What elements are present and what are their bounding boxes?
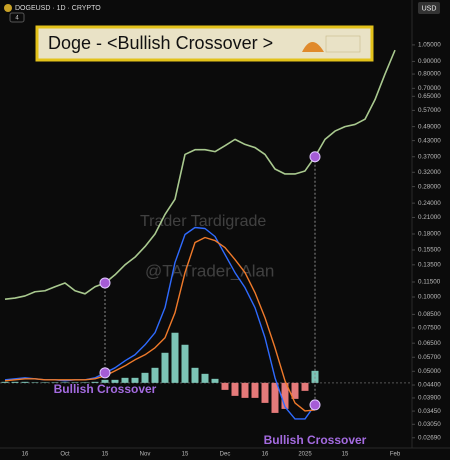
banner-logo-frame: [325, 35, 361, 53]
y-tick-label: 0.10000: [418, 294, 441, 301]
histogram-bar: [301, 382, 309, 391]
histogram-bar: [291, 382, 299, 399]
watermark: @TATrader_Alan: [145, 261, 274, 280]
histogram-bar: [281, 382, 289, 409]
y-tick-label: 0.08500: [418, 311, 441, 318]
histogram-bar: [121, 377, 129, 383]
y-tick-label: 0.03050: [418, 421, 441, 428]
y-tick-label: 0.03450: [418, 408, 441, 415]
x-tick-label: 16: [22, 452, 29, 458]
y-tick-label: 1.05000: [418, 42, 441, 49]
y-tick-label: 0.15500: [418, 247, 441, 254]
histogram-bar: [261, 382, 269, 403]
y-tick-label: 0.57000: [418, 107, 441, 114]
crossover-marker: [99, 367, 111, 379]
currency-badge[interactable]: [418, 2, 440, 14]
crossover-marker: [99, 277, 111, 289]
y-tick-label: 0.49000: [418, 123, 441, 130]
crossover-marker: [309, 399, 321, 411]
annotation: Bullish Crossover: [264, 433, 367, 447]
x-tick-label: 16: [262, 452, 269, 458]
y-tick-label: 0.21000: [418, 214, 441, 221]
banner-logo: [302, 42, 324, 52]
price-line: [4, 49, 396, 300]
y-tick-label: 0.28000: [418, 183, 441, 190]
y-tick-label: 0.13500: [418, 261, 441, 268]
histogram-bar: [81, 382, 89, 383]
histogram-bar: [91, 381, 99, 383]
histogram-bar: [131, 377, 139, 383]
y-tick-label: 0.02690: [418, 434, 441, 441]
y-tick-label: 0.80000: [418, 71, 441, 78]
y-tick-label: 0.32000: [418, 169, 441, 176]
symbol-label: DOGEUSD · 1D · CRYPTO: [15, 5, 101, 12]
histogram-bar: [41, 382, 49, 383]
histogram-bar: [271, 382, 279, 413]
x-tick-label: Oct: [60, 452, 70, 458]
histogram-bar: [71, 382, 79, 383]
histogram-bar: [201, 373, 209, 383]
histogram-bar: [111, 379, 119, 383]
y-tick-label: 0.24000: [418, 200, 441, 207]
histogram-bar: [101, 379, 109, 383]
y-tick-label: 0.06500: [418, 340, 441, 347]
y-tick-label: 0.03900: [418, 395, 441, 402]
annotation: Bullish Crossover: [54, 382, 157, 396]
banner-title: Doge - <Bullish Crossover >: [48, 33, 273, 53]
currency-label[interactable]: USD: [422, 5, 437, 12]
x-tick-label: Dec: [220, 452, 231, 458]
symbol-icon: [4, 4, 12, 12]
y-tick-label: 0.11500: [418, 279, 441, 286]
y-tick-label: 0.07500: [418, 325, 441, 332]
x-tick-label: Nov: [140, 452, 151, 458]
x-tick-label: 15: [182, 452, 189, 458]
histogram-bar: [241, 382, 249, 398]
y-tick-label: 0.18000: [418, 231, 441, 238]
x-tick-label: 15: [342, 452, 349, 458]
histogram-bar: [161, 352, 169, 383]
histogram-bar: [171, 332, 179, 383]
histogram-bar: [11, 381, 19, 383]
histogram-bar: [1, 381, 9, 383]
histogram-bar: [51, 382, 59, 383]
x-tick-label: 2025: [298, 452, 312, 458]
watermark: Trader Tardigrade: [140, 213, 266, 230]
y-tick-label: 0.37000: [418, 153, 441, 160]
x-tick-label: 15: [102, 452, 109, 458]
histogram-bar: [31, 382, 39, 383]
indicator-count[interactable]: 4: [15, 16, 19, 22]
y-tick-label: 0.43000: [418, 137, 441, 144]
histogram-bar: [151, 367, 159, 383]
y-tick-label: 0.04400: [418, 382, 441, 389]
histogram-bar: [61, 382, 69, 383]
y-tick-label: 0.70000: [418, 85, 441, 92]
x-tick-label: Feb: [390, 452, 401, 458]
histogram-bar: [221, 382, 229, 390]
crossover-marker: [309, 151, 321, 163]
histogram-bar: [191, 367, 199, 383]
histogram-bar: [211, 378, 219, 383]
histogram-bar: [231, 382, 239, 396]
histogram-bar: [251, 382, 259, 398]
y-tick-label: 0.90000: [418, 58, 441, 65]
histogram-bar: [181, 344, 189, 383]
y-tick-label: 0.65000: [418, 93, 441, 100]
signal-line: [4, 236, 316, 412]
histogram-bar: [141, 372, 149, 383]
y-tick-label: 0.05700: [418, 354, 441, 361]
indicator-toggle[interactable]: [9, 12, 25, 23]
y-tick-label: 0.05000: [418, 368, 441, 375]
histogram-bar: [21, 381, 29, 383]
